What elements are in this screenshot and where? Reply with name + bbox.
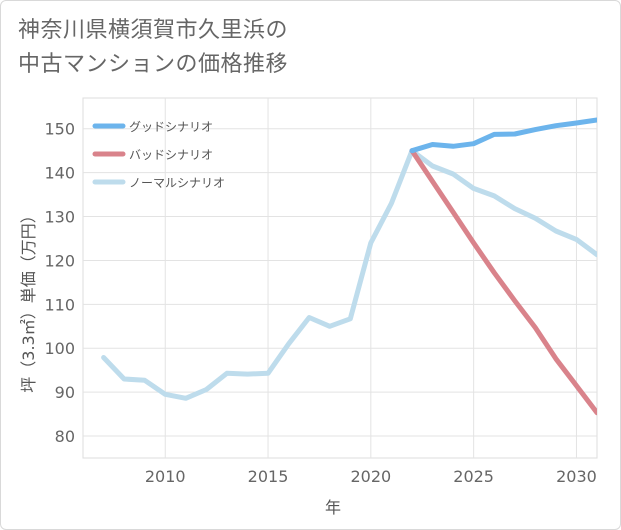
x-tick-label-2020: 2020: [350, 467, 391, 486]
y-axis-title: 坪（3.3㎡）単価（万円）: [19, 207, 38, 392]
series-line-2: [101, 148, 597, 401]
y-tick-label-140: 140: [44, 164, 75, 183]
x-tick-label-2010: 2010: [145, 467, 186, 486]
x-axis-title: 年: [325, 498, 341, 517]
y-axis-ticks: 80 90 100 110 120 130 140 150: [44, 120, 75, 446]
x-axis-ticks: 2010 2015 2020 2025 2030: [145, 467, 597, 486]
legend-label-1: バッドシナリオ: [129, 148, 213, 162]
grid-lines: [82, 97, 598, 459]
y-tick-label-100: 100: [44, 339, 75, 358]
legend-label-2: ノーマルシナリオ: [129, 176, 225, 190]
chart-title: 神奈川県横須賀市久里浜の 中古マンションの価格推移: [18, 14, 288, 82]
plot-frame: [82, 97, 598, 459]
y-tick-label-80: 80: [55, 427, 75, 446]
series-line-1: [409, 148, 597, 416]
y-tick-label-90: 90: [55, 383, 75, 402]
y-tick-label-110: 110: [44, 295, 75, 314]
x-tick-label-2030: 2030: [556, 467, 597, 486]
series-lines: [101, 117, 597, 416]
x-tick-label-2025: 2025: [453, 467, 494, 486]
y-tick-label-120: 120: [44, 251, 75, 270]
y-tick-label-130: 130: [44, 208, 75, 227]
x-tick-label-2015: 2015: [248, 467, 289, 486]
y-tick-label-150: 150: [44, 120, 75, 139]
chart-title-line1: 神奈川県横須賀市久里浜の: [18, 18, 289, 43]
chart-title-line2: 中古マンションの価格推移: [18, 52, 289, 77]
legend-label-0: グッドシナリオ: [129, 120, 213, 134]
series-line-0: [409, 117, 597, 154]
